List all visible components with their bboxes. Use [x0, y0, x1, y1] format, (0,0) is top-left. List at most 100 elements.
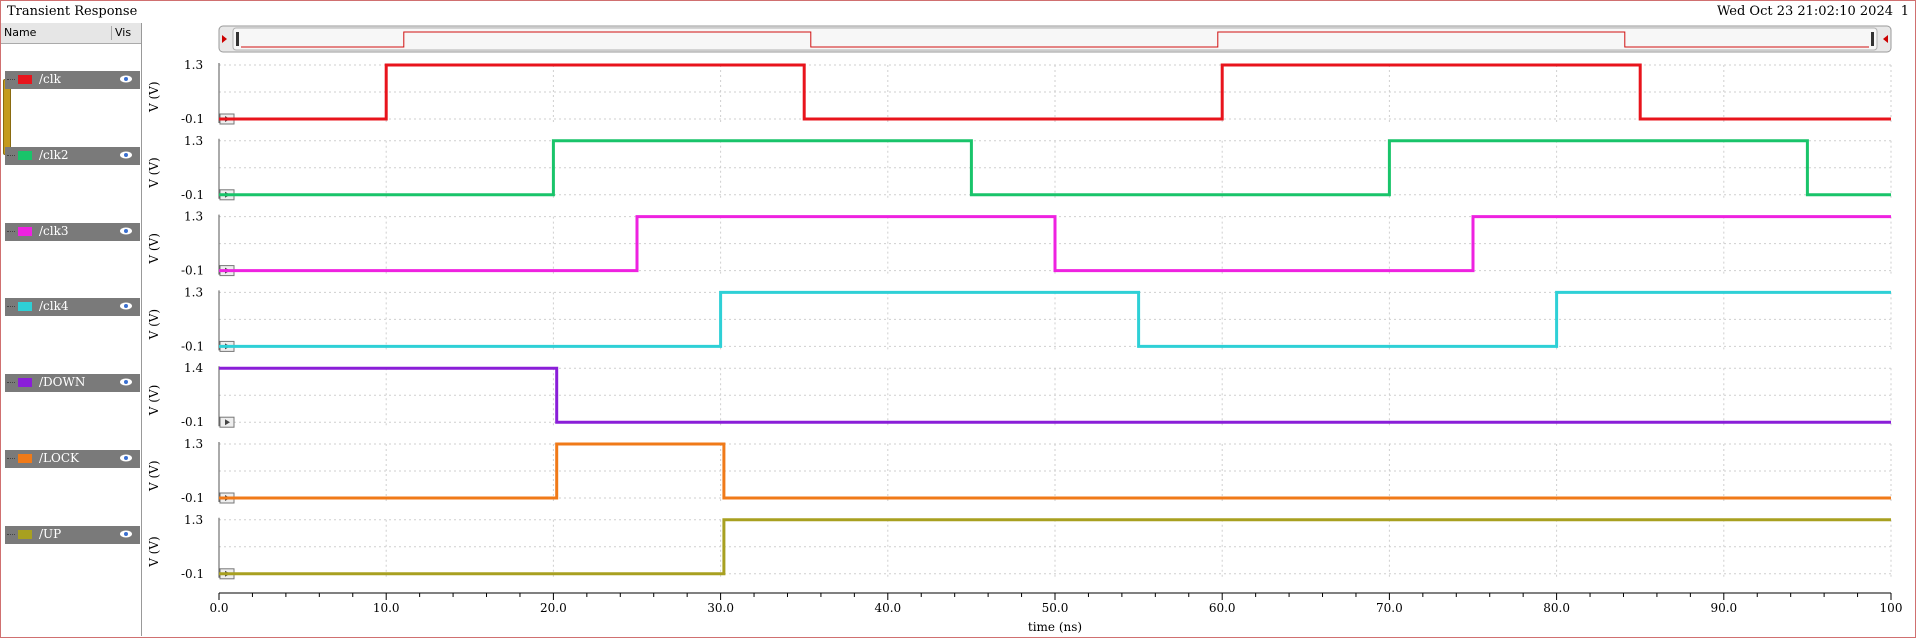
scrollbar-thumb[interactable]	[232, 27, 1878, 51]
legend-header: Name Vis	[1, 23, 141, 44]
y-max-label: 1.3	[184, 134, 203, 148]
tree-connector	[7, 458, 15, 459]
tree-connector	[7, 154, 15, 156]
visibility-eye-icon[interactable]	[119, 225, 133, 237]
window-title: Transient Response	[7, 4, 138, 19]
visibility-eye-icon[interactable]	[119, 73, 133, 85]
y-max-label: 1.3	[184, 513, 203, 527]
color-swatch	[18, 226, 32, 236]
tree-connector	[7, 382, 15, 384]
x-tick-label: 90.0	[1710, 601, 1737, 615]
visibility-eye-icon[interactable]	[119, 376, 133, 388]
y-axis-label: V (V)	[147, 536, 161, 568]
color-swatch	[18, 150, 32, 160]
page-number: 1	[1900, 4, 1909, 19]
x-tick-label: 30.0	[707, 601, 734, 615]
legend-item[interactable]: /clk4	[5, 298, 140, 317]
y-min-label: -0.1	[181, 491, 204, 505]
trace-clk3[interactable]	[219, 215, 1891, 273]
y-min-label: -0.1	[181, 415, 204, 429]
thumb-grip-right-icon[interactable]	[1871, 32, 1874, 46]
y-axis-label: V (V)	[147, 460, 161, 492]
y-max-label: 1.3	[184, 285, 203, 299]
panel-clk[interactable]: 1.3 -0.1 V (V)	[147, 58, 1892, 126]
signal-name: /UP	[39, 526, 62, 541]
y-max-label: 1.3	[184, 210, 203, 224]
legend-item[interactable]: /clk3	[5, 222, 140, 241]
scroll-right-icon[interactable]	[1883, 35, 1888, 43]
panel-clk3[interactable]: 1.3 -0.1 V (V)	[147, 210, 1892, 278]
x-axis-label: time (ns)	[1028, 620, 1082, 634]
column-vis[interactable]: Vis	[111, 26, 131, 40]
signal-legend: Name Vis /clk/clk2/clk3/clk4/DOWN/LOCK/U…	[1, 23, 142, 636]
y-axis-label: V (V)	[147, 233, 161, 265]
x-axis: 0.0 10.0 20.0 30.0 40.0 50.0 60.0 70.0 80.0 90.0 1…	[209, 592, 1903, 634]
tree-connector	[7, 79, 15, 80]
color-swatch	[18, 529, 32, 539]
trace-clk4[interactable]	[219, 290, 1891, 348]
panel-down[interactable]: 1.4 -0.1 V (V)	[147, 361, 1892, 429]
tree-connector	[7, 306, 15, 308]
y-axis-label: V (V)	[147, 385, 161, 417]
color-swatch	[18, 302, 32, 312]
y-axis-label: V (V)	[147, 309, 161, 341]
trace-down[interactable]	[219, 366, 1891, 424]
x-tick-label: 10.0	[373, 601, 400, 615]
color-swatch	[18, 378, 32, 388]
color-swatch	[18, 75, 32, 84]
tree-connector	[7, 230, 15, 232]
legend-item[interactable]: /clk	[5, 71, 140, 89]
signal-name: /clk4	[39, 299, 69, 314]
column-name[interactable]: Name	[4, 26, 37, 39]
marker-arrow-icon	[225, 419, 230, 426]
panel-clk2[interactable]: 1.3 -0.1 V (V)	[147, 134, 1892, 202]
y-max-label: 1.4	[184, 361, 203, 375]
x-tick-label: 70.0	[1376, 601, 1403, 615]
signal-name: /DOWN	[39, 375, 86, 390]
thumb-grip-left-icon[interactable]	[236, 32, 239, 46]
panel-up[interactable]: 1.3 -0.1 V (V)	[147, 513, 1892, 581]
x-tick-label: 0.0	[209, 601, 228, 615]
signal-name: /LOCK	[39, 451, 79, 465]
x-tick-label: 40.0	[874, 601, 901, 615]
x-tick-label: 50.0	[1042, 601, 1069, 615]
y-max-label: 1.3	[184, 58, 203, 72]
tree-connector	[7, 533, 15, 535]
trace-up[interactable]	[219, 518, 1891, 576]
x-tick-label: 80.0	[1543, 601, 1570, 615]
trace-clk[interactable]	[219, 63, 1891, 121]
trace-lock[interactable]	[219, 442, 1891, 500]
y-min-label: -0.1	[181, 112, 204, 126]
signal-name: /clk2	[39, 147, 69, 162]
x-tick-label: 100	[1880, 601, 1903, 615]
x-tick-label: 20.0	[540, 601, 567, 615]
legend-item[interactable]: /DOWN	[5, 374, 140, 393]
signal-name: /clk	[39, 72, 61, 86]
panel-clk4[interactable]: 1.3 -0.1 V (V)	[147, 285, 1892, 353]
y-max-label: 1.3	[184, 437, 203, 451]
y-min-label: -0.1	[181, 188, 204, 202]
y-axis-label: V (V)	[147, 157, 161, 189]
visibility-eye-icon[interactable]	[119, 300, 133, 312]
signal-name: /clk3	[39, 223, 69, 238]
timestamp: Wed Oct 23 21:02:10 2024	[1716, 4, 1893, 19]
panel-lock[interactable]: 1.3 -0.1 V (V)	[147, 437, 1892, 505]
y-axis-label: V (V)	[147, 81, 161, 113]
y-min-label: -0.1	[181, 339, 204, 353]
color-swatch	[18, 454, 32, 463]
overview-trace	[241, 31, 1869, 48]
legend-item[interactable]: /UP	[5, 525, 140, 544]
visibility-eye-icon[interactable]	[119, 452, 133, 464]
trace-clk2[interactable]	[219, 139, 1891, 197]
overview-scrollbar[interactable]	[218, 25, 1892, 53]
y-min-label: -0.1	[181, 567, 204, 581]
scroll-left-icon[interactable]	[222, 35, 227, 43]
y-min-label: -0.1	[181, 264, 204, 278]
legend-item[interactable]: /clk2	[5, 146, 140, 165]
x-tick-label: 60.0	[1209, 601, 1236, 615]
visibility-eye-icon[interactable]	[119, 528, 133, 540]
legend-item[interactable]: /LOCK	[5, 450, 140, 468]
visibility-eye-icon[interactable]	[119, 149, 133, 161]
